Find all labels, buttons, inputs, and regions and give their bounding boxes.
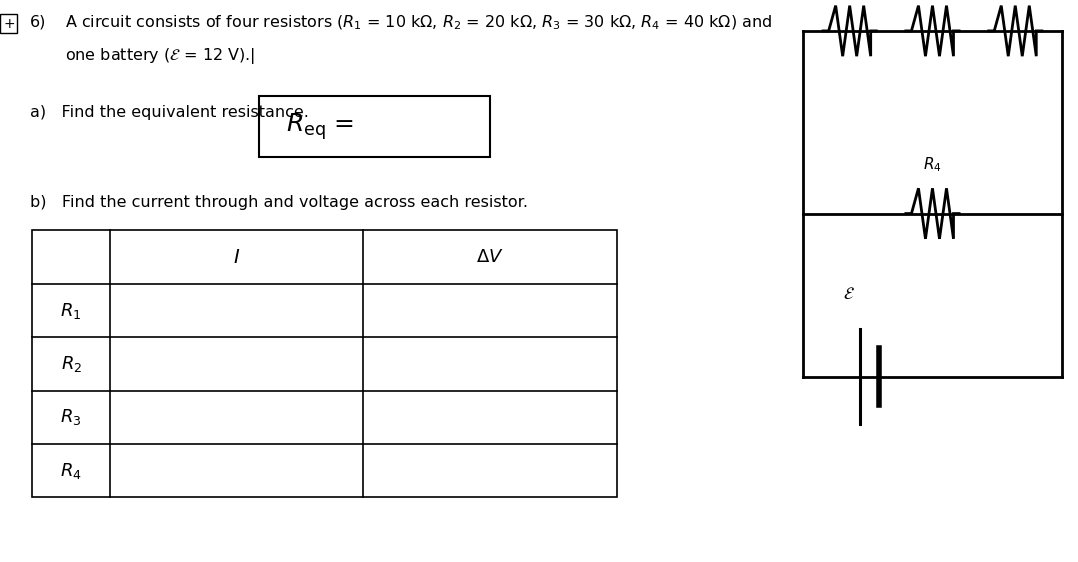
Text: $R_2$: $R_2$ <box>60 354 82 374</box>
Text: $R_4$: $R_4$ <box>923 156 942 174</box>
Text: $R_4$: $R_4$ <box>60 461 82 481</box>
Text: $\mathcal{E}$: $\mathcal{E}$ <box>843 287 855 303</box>
Text: $R_3$: $R_3$ <box>60 407 82 427</box>
Text: a)   Find the equivalent resistance.: a) Find the equivalent resistance. <box>30 105 309 120</box>
Text: A circuit consists of four resistors ($R_1$ = 10 k$\Omega$, $R_2$ = 20 k$\Omega$: A circuit consists of four resistors ($R… <box>65 13 772 31</box>
Text: $R_{\mathrm{eq}}$ =: $R_{\mathrm{eq}}$ = <box>286 111 354 142</box>
Text: $+$: $+$ <box>2 17 15 30</box>
Text: 6): 6) <box>30 15 46 30</box>
Text: $\Delta V$: $\Delta V$ <box>476 248 503 266</box>
Text: b)   Find the current through and voltage across each resistor.: b) Find the current through and voltage … <box>30 195 528 210</box>
FancyBboxPatch shape <box>259 96 490 157</box>
FancyBboxPatch shape <box>32 230 617 497</box>
Text: $R_1$: $R_1$ <box>60 301 82 320</box>
Text: $I$: $I$ <box>233 248 240 266</box>
Text: one battery ($\mathcal{E}$ = 12 V).|: one battery ($\mathcal{E}$ = 12 V).| <box>65 46 254 66</box>
